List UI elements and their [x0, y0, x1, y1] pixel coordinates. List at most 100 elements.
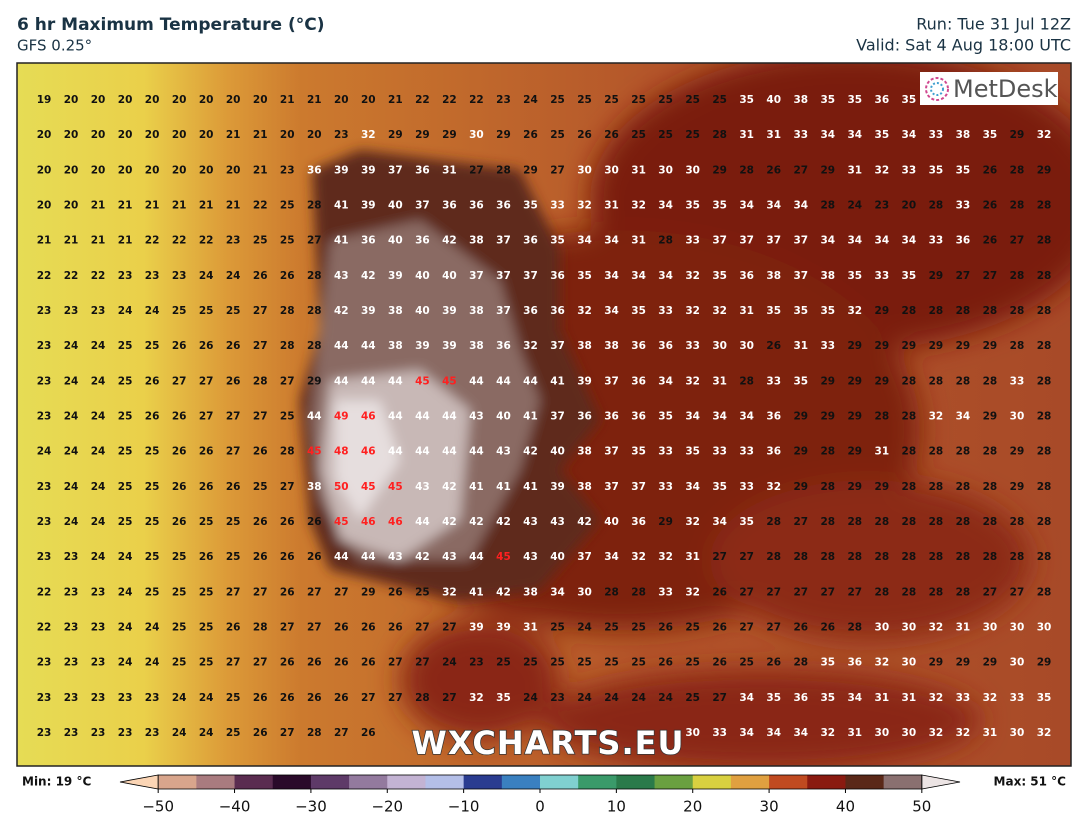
temperature-label: 45 [442, 375, 457, 387]
temperature-label: 38 [469, 305, 484, 317]
temperature-label: 21 [226, 200, 241, 212]
temperature-label: 21 [145, 200, 160, 212]
temperature-label: 30 [469, 129, 484, 141]
temperature-label: 26 [226, 340, 241, 352]
temperature-label: 24 [145, 657, 160, 669]
temperature-label: 32 [442, 586, 457, 598]
temperature-label: 31 [847, 164, 862, 176]
temperature-label: 26 [388, 622, 403, 634]
temperature-label: 29 [929, 340, 944, 352]
temperature-label: 42 [496, 586, 511, 598]
temperature-label: 27 [226, 411, 241, 423]
temperature-label: 32 [685, 270, 700, 282]
temperature-label: 26 [280, 586, 295, 598]
temperature-label: 29 [415, 129, 430, 141]
temperature-label: 22 [469, 94, 484, 106]
temperature-label: 40 [604, 516, 619, 528]
temperature-label: 28 [307, 270, 322, 282]
temperature-label: 32 [577, 200, 592, 212]
temperature-label: 40 [496, 411, 511, 423]
temperature-label: 31 [631, 235, 646, 247]
temperature-label: 30 [604, 164, 619, 176]
temperature-label: 26 [199, 481, 214, 493]
temperature-label: 28 [902, 516, 917, 528]
temperature-label: 26 [307, 692, 322, 704]
temperature-label: 30 [658, 164, 673, 176]
temperature-label: 28 [820, 516, 835, 528]
temperature-label: 36 [604, 411, 619, 423]
temperature-label: 33 [793, 129, 808, 141]
temperature-label: 35 [766, 305, 781, 317]
temperature-label: 26 [983, 200, 998, 212]
map-background [17, 63, 1071, 766]
temperature-label: 20 [199, 94, 214, 106]
temperature-label: 37 [604, 375, 619, 387]
temperature-label: 43 [496, 446, 511, 458]
temperature-label: 29 [929, 270, 944, 282]
temperature-label: 25 [145, 586, 160, 598]
temperature-label: 35 [1037, 692, 1052, 704]
temperature-label: 32 [875, 657, 890, 669]
temperature-label: 23 [91, 727, 106, 739]
temperature-label: 41 [469, 481, 484, 493]
temperature-label: 25 [253, 235, 268, 247]
temperature-label: 28 [307, 305, 322, 317]
colorbar-segment [310, 775, 350, 789]
temperature-label: 26 [523, 129, 538, 141]
temperature-label: 24 [91, 551, 106, 563]
temperature-label: 35 [631, 305, 646, 317]
temperature-label: 25 [118, 411, 133, 423]
temperature-label: 27 [983, 586, 998, 598]
temperature-label: 33 [658, 446, 673, 458]
temperature-label: 21 [118, 235, 133, 247]
temperature-label: 34 [847, 129, 862, 141]
temperature-label: 26 [307, 551, 322, 563]
temperature-label: 30 [875, 727, 890, 739]
temperature-label: 20 [37, 129, 52, 141]
temperature-label: 24 [199, 270, 214, 282]
temperature-label: 30 [1010, 622, 1025, 634]
temperature-label: 29 [496, 129, 511, 141]
temperature-label: 32 [658, 551, 673, 563]
temperature-label: 34 [631, 270, 646, 282]
temperature-label: 38 [307, 481, 322, 493]
temperature-label: 27 [280, 727, 295, 739]
temperature-label: 28 [902, 375, 917, 387]
temperature-label: 23 [64, 586, 79, 598]
colorbar-segment [730, 775, 770, 789]
temperature-label: 40 [550, 551, 565, 563]
temperature-label: 28 [1010, 200, 1025, 212]
temperature-label: 36 [496, 340, 511, 352]
temperature-label: 27 [388, 692, 403, 704]
temperature-label: 49 [334, 411, 349, 423]
temperature-label: 27 [1010, 586, 1025, 598]
temperature-label: 26 [145, 411, 160, 423]
temperature-label: 35 [523, 200, 538, 212]
temperature-label: 36 [631, 340, 646, 352]
temperature-label: 42 [496, 516, 511, 528]
temperature-label: 34 [577, 235, 592, 247]
temperature-label: 31 [875, 446, 890, 458]
temperature-label: 38 [766, 270, 781, 282]
temperature-label: 32 [956, 727, 971, 739]
temperature-label: 24 [226, 270, 241, 282]
temperature-label: 20 [145, 94, 160, 106]
temperature-label: 34 [658, 200, 673, 212]
temperature-label: 27 [983, 270, 998, 282]
colorbar-segment [234, 775, 274, 789]
temperature-label: 27 [469, 164, 484, 176]
temperature-label: 28 [875, 551, 890, 563]
temperature-label: 26 [983, 235, 998, 247]
temperature-label: 29 [820, 164, 835, 176]
temperature-label: 38 [388, 305, 403, 317]
temperature-label: 30 [902, 657, 917, 669]
temperature-label: 28 [902, 446, 917, 458]
temperature-label: 23 [145, 727, 160, 739]
temperature-label: 23 [145, 692, 160, 704]
temperature-label: 50 [334, 481, 349, 493]
temperature-label: 35 [820, 305, 835, 317]
temperature-label: 41 [523, 481, 538, 493]
temperature-label: 25 [226, 551, 241, 563]
temperature-label: 48 [334, 446, 349, 458]
colorbar-segment [272, 775, 312, 789]
